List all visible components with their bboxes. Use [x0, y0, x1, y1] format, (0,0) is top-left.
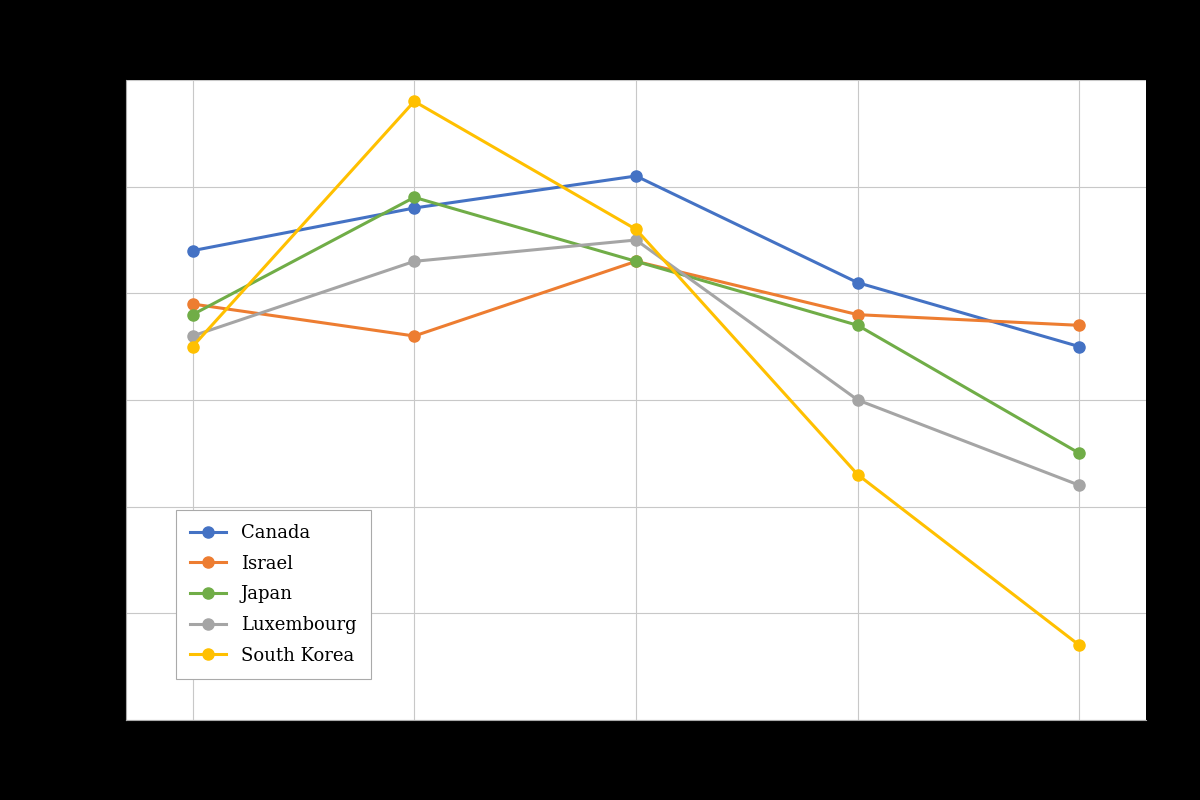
- Luxembourg: [851, 395, 865, 405]
- Israel: [407, 331, 421, 341]
- Japan: [1073, 449, 1087, 458]
- Luxembourg: [1073, 481, 1087, 490]
- Line: Luxembourg: Luxembourg: [187, 234, 1085, 491]
- Japan: [185, 310, 199, 319]
- Line: South Korea: South Korea: [187, 96, 1085, 651]
- Luxembourg: [185, 331, 199, 341]
- Canada: [851, 278, 865, 287]
- Israel: [185, 299, 199, 309]
- Canada: [629, 171, 643, 181]
- Canada: [185, 246, 199, 255]
- South Korea: [185, 342, 199, 351]
- South Korea: [629, 225, 643, 234]
- Legend: Canada, Israel, Japan, Luxembourg, South Korea: Canada, Israel, Japan, Luxembourg, South…: [176, 510, 371, 679]
- Japan: [851, 321, 865, 330]
- Canada: [1073, 342, 1087, 351]
- Luxembourg: [629, 235, 643, 245]
- Canada: [407, 203, 421, 213]
- Japan: [407, 193, 421, 202]
- South Korea: [407, 97, 421, 106]
- Israel: [1073, 321, 1087, 330]
- South Korea: [851, 470, 865, 479]
- Israel: [629, 257, 643, 266]
- Line: Israel: Israel: [187, 256, 1085, 342]
- Luxembourg: [407, 257, 421, 266]
- X-axis label: Age group: Age group: [584, 754, 688, 772]
- Title: Tertiary education attainment by age (%): Tertiary education attainment by age (%): [287, 32, 985, 65]
- Line: Japan: Japan: [187, 192, 1085, 459]
- Japan: [629, 257, 643, 266]
- South Korea: [1073, 641, 1087, 650]
- Line: Canada: Canada: [187, 170, 1085, 352]
- Israel: [851, 310, 865, 319]
